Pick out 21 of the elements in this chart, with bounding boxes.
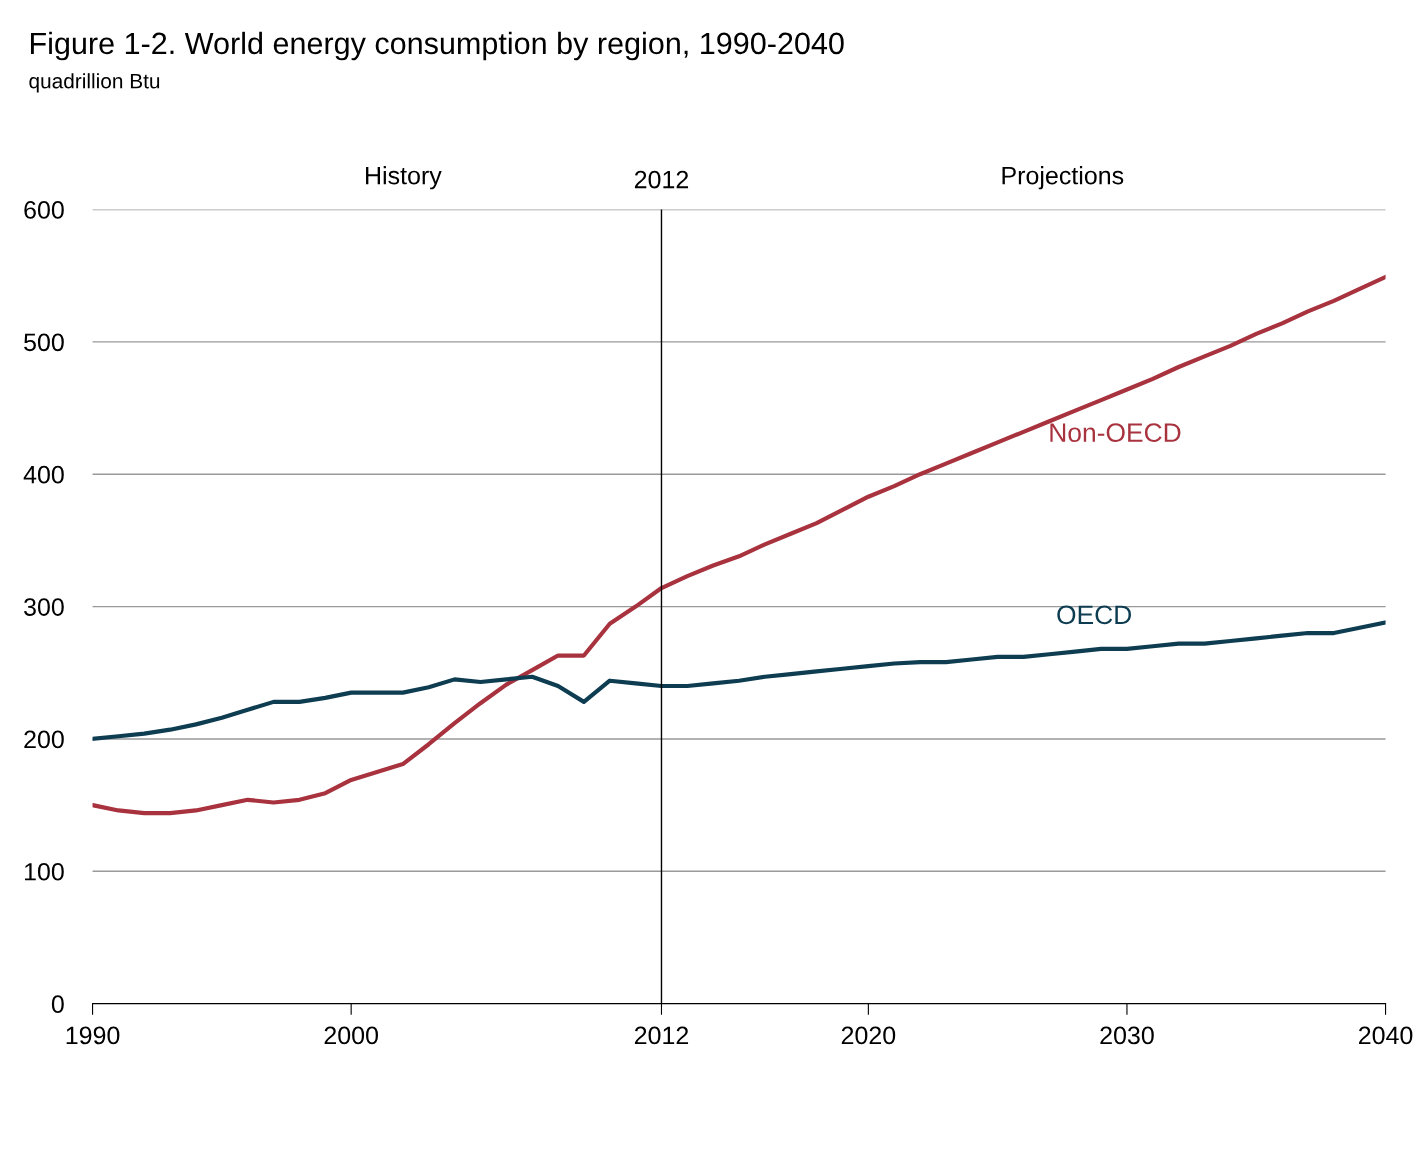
text: History bbox=[366, 166, 442, 190]
series-label: OECD bbox=[1057, 605, 1132, 625]
y-tick-label: 0 bbox=[51, 995, 64, 1013]
chart-subtitle: quadrillion Btu bbox=[29, 73, 160, 93]
y-tick-label: 400 bbox=[23, 465, 64, 484]
series-label: Non-OECD bbox=[1050, 423, 1181, 443]
x-tick-label: 2030 bbox=[1100, 1026, 1154, 1045]
y-tick-label: 100 bbox=[24, 862, 64, 881]
y-tick-label: 500 bbox=[24, 333, 64, 352]
text: Projections bbox=[1002, 166, 1124, 190]
x-tick-label: 1990 bbox=[66, 1026, 120, 1045]
ref-line-label: 2012 bbox=[634, 170, 689, 189]
line-series bbox=[92, 274, 1386, 816]
x-tick-label: 2040 bbox=[1359, 1026, 1413, 1045]
x-tick-label: 2000 bbox=[324, 1026, 378, 1045]
y-tick-label: 200 bbox=[24, 730, 64, 749]
x-tick-label: 2020 bbox=[841, 1026, 896, 1045]
y-tick-label: 300 bbox=[24, 598, 64, 616]
y-tick-label: 600 bbox=[24, 201, 64, 219]
chart-title: Figure 1-2. World energy consumption by region, 1990-2040 bbox=[30, 31, 844, 61]
x-tick-label: 2012 bbox=[634, 1026, 689, 1045]
